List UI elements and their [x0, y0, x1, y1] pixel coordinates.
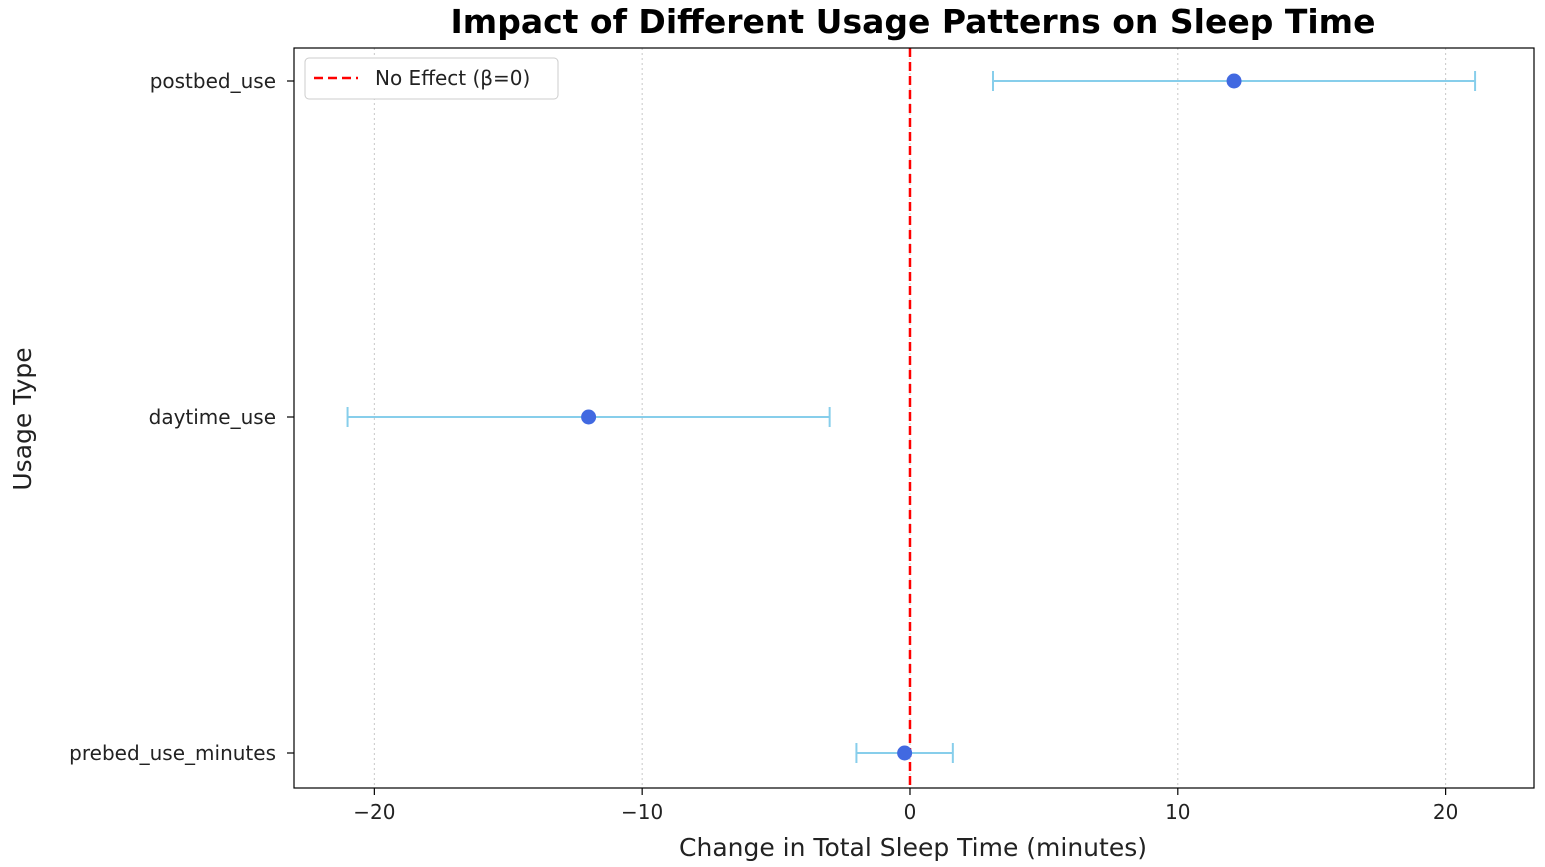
y-tick-label: postbed_use: [150, 69, 276, 93]
plot-frame: [293, 47, 1535, 789]
y-tick-label: daytime_use: [149, 405, 276, 429]
y-tick-label: prebed_use_minutes: [69, 741, 276, 765]
x-tick-label: 0: [904, 800, 917, 824]
legend-entry-no-effect: No Effect (β=0): [375, 66, 530, 90]
point-daytime_use: [581, 409, 597, 425]
series-group: [346, 71, 1477, 763]
x-tick-label: 10: [1165, 800, 1190, 824]
x-tick-label: −10: [621, 800, 663, 824]
y-axis-label: Usage Type: [8, 347, 37, 490]
x-axis-ticks: −20 −10 0 10 20: [353, 788, 1458, 824]
point-postbed_use: [1226, 73, 1242, 89]
y-axis-ticks: prebed_use_minutes daytime_use postbed_use: [69, 69, 294, 765]
point-prebed_use_minutes: [897, 745, 913, 761]
chart-title: Impact of Different Usage Patterns on Sl…: [451, 2, 1376, 41]
x-tick-label: 20: [1433, 800, 1458, 824]
legend-box: [304, 57, 559, 100]
x-tick-label: −20: [353, 800, 395, 824]
legend: No Effect (β=0): [304, 57, 559, 100]
x-axis-label: Change in Total Sleep Time (minutes): [679, 833, 1147, 862]
